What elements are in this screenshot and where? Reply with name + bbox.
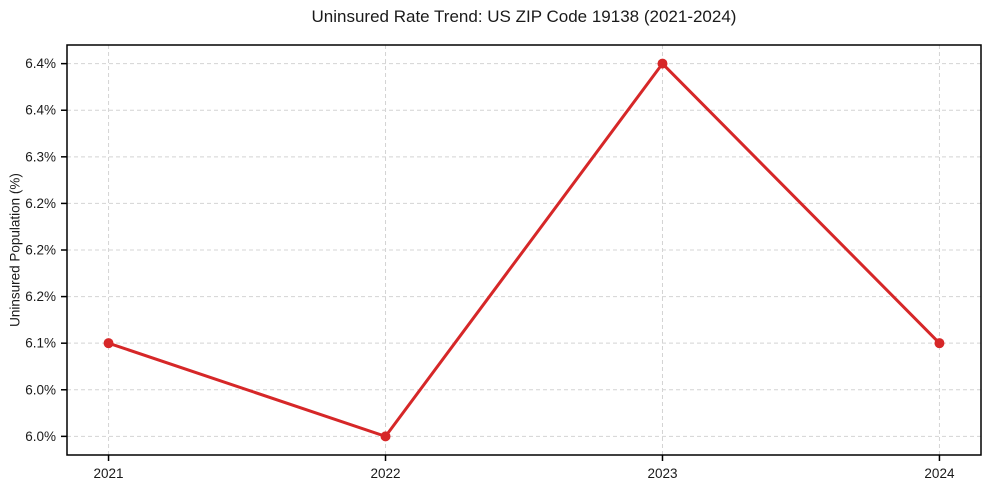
y-tick-label: 6.2% [25,243,56,258]
y-tick-label: 6.2% [25,289,56,304]
trend-line [107,62,941,438]
data-point-marker [103,338,114,349]
chart-title: Uninsured Rate Trend: US ZIP Code 19138 … [311,7,737,26]
y-tick-label: 6.0% [25,382,56,397]
y-tick-label: 6.1% [25,336,56,351]
data-point-marker [380,431,391,442]
x-tick-label: 2022 [370,466,400,481]
y-tick-label: 6.3% [25,149,56,164]
x-tick-label: 2021 [94,466,124,481]
y-tick-label: 6.2% [25,196,56,211]
x-tick-label: 2024 [924,466,955,481]
x-tick-label: 2023 [647,466,677,481]
y-tick-label: 6.0% [25,429,56,444]
y-tick-label: 6.4% [25,56,56,71]
data-point-marker [934,338,945,349]
data-point-marker [657,58,668,69]
y-tick-label: 6.4% [25,103,56,118]
